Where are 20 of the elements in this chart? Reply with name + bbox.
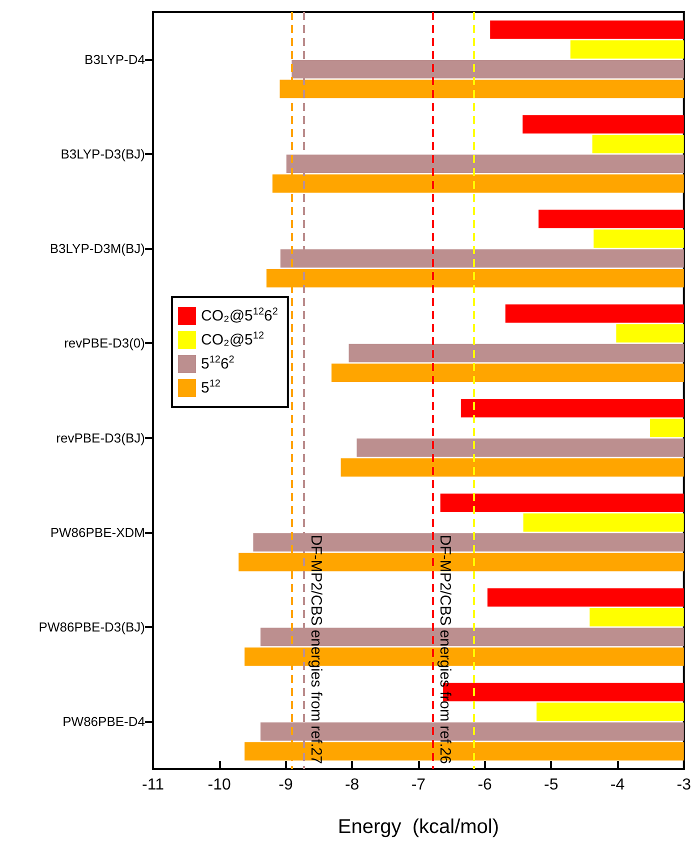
- y-tick-label: PW86PBE-D4: [62, 714, 145, 730]
- y-tick-label: B3LYP-D3(BJ): [60, 146, 145, 162]
- x-tick-label: -9: [278, 776, 293, 794]
- x-tick-label: -4: [610, 776, 625, 794]
- y-tick-label: B3LYP-D4: [84, 52, 145, 67]
- x-tick-label: -7: [411, 776, 426, 794]
- ref-line-label: DF-MP2/CBS energies from ref.27: [308, 534, 325, 764]
- x-tick-label: -8: [344, 776, 360, 794]
- x-axis-title: Energy (kcal/mol): [338, 816, 500, 838]
- y-tick-label: B3LYP-D3M(BJ): [50, 241, 145, 256]
- ref-line-label: DF-MP2/CBS energies from ref.26: [436, 534, 454, 764]
- x-tick-label: -11: [142, 776, 164, 794]
- y-tick-label: PW86PBE-D3(BJ): [38, 620, 145, 635]
- x-tick-label: -6: [478, 776, 492, 794]
- x-tick-label: -3: [676, 776, 692, 794]
- x-tick-label: -10: [208, 776, 232, 794]
- y-tick-label: PW86PBE-XDM: [50, 524, 145, 540]
- y-tick-label: revPBE-D3(0): [64, 336, 145, 351]
- y-tick-label: revPBE-D3(BJ): [56, 430, 145, 446]
- x-tick-label: -5: [544, 776, 558, 794]
